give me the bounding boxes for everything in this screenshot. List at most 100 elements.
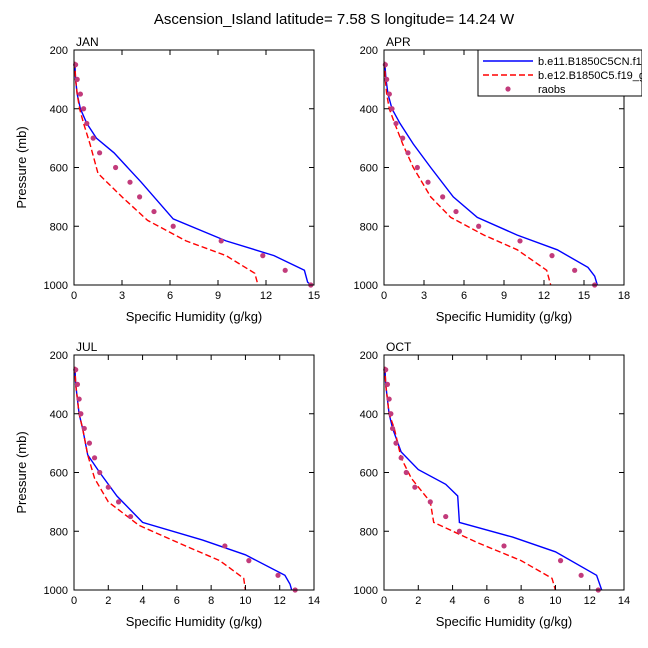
y-axis-label: Pressure (mb) [14, 431, 29, 513]
raobs-point [151, 208, 157, 215]
raobs-point [84, 120, 90, 127]
x-tick-label: 15 [578, 290, 590, 302]
raobs-point [557, 558, 564, 564]
raobs-point [113, 164, 119, 171]
raobs-point [127, 513, 134, 520]
y-axis-label: Pressure (mb) [14, 126, 29, 208]
y-tick-label: 600 [360, 468, 378, 480]
x-tick-label: 12 [538, 290, 550, 302]
raobs-point [456, 528, 463, 534]
raobs-point [78, 411, 84, 417]
x-tick-label: 14 [308, 595, 320, 607]
raobs-point [388, 411, 394, 417]
raobs-point [260, 253, 266, 259]
x-tick-label: 6 [167, 290, 173, 302]
y-tick-label: 800 [360, 221, 378, 233]
y-tick-label: 200 [50, 45, 68, 57]
raobs-point [398, 455, 404, 461]
y-tick-label: 600 [360, 163, 378, 175]
panel-label: OCT [386, 340, 412, 354]
x-tick-label: 6 [174, 595, 180, 607]
raobs-point [386, 396, 392, 402]
raobs-point [572, 267, 578, 273]
raobs-point [90, 135, 96, 141]
y-tick-label: 600 [50, 163, 68, 175]
raobs-point [74, 76, 80, 82]
x-tick-label: 3 [119, 290, 125, 302]
y-tick-label: 1000 [44, 280, 68, 292]
y-tick-label: 1000 [354, 280, 378, 292]
raobs-point [127, 179, 133, 185]
solid-series-line [74, 366, 293, 591]
panel-label: JAN [76, 35, 99, 49]
x-axis-label: Specific Humidity (g/kg) [126, 614, 263, 629]
legend-label: b.e11.B1850C5CN.f19 [538, 56, 648, 68]
legend-edge [642, 44, 648, 100]
y-tick-label: 1000 [354, 585, 378, 597]
solid-series-line [74, 61, 312, 286]
raobs-point [91, 455, 98, 461]
y-tick-label: 400 [50, 409, 68, 421]
y-tick-label: 200 [50, 350, 68, 362]
x-tick-label: 2 [415, 595, 421, 607]
x-tick-label: 4 [140, 595, 146, 607]
y-tick-label: 400 [360, 104, 378, 116]
raobs-point [170, 223, 176, 229]
raobs-point [405, 150, 411, 156]
raobs-point [393, 440, 399, 446]
plot-frame [73, 49, 315, 286]
solid-series-line [384, 366, 603, 591]
y-tick-label: 800 [50, 526, 68, 538]
x-axis-label: Specific Humidity (g/kg) [436, 309, 573, 324]
raobs-point [414, 164, 420, 171]
plot-frame [383, 354, 625, 591]
x-tick-label: 12 [274, 595, 286, 607]
raobs-point [97, 469, 103, 476]
x-tick-label: 2 [105, 595, 111, 607]
raobs-point [137, 194, 143, 200]
x-tick-label: 10 [239, 595, 251, 607]
x-tick-label: 4 [450, 595, 456, 607]
x-axis-label: Specific Humidity (g/kg) [436, 614, 573, 629]
raobs-point [453, 208, 459, 215]
legend-label: b.e12.B1850C5.f19_g [538, 70, 645, 82]
raobs-point [549, 253, 555, 259]
panel-label: JUL [76, 340, 98, 354]
y-tick-label: 800 [50, 221, 68, 233]
legend-box [477, 49, 643, 97]
raobs-point [403, 469, 409, 476]
raobs-point [443, 513, 449, 520]
raobs-point [275, 572, 281, 578]
raobs-point [476, 223, 482, 229]
panel-apr: 0 3 6 9 12 15 18 200 400 600 800 1000 APR Specific Hu… [354, 35, 631, 324]
raobs-point [501, 543, 507, 549]
panel-label: APR [386, 35, 411, 49]
legend-label: raobs [538, 84, 566, 96]
raobs-point [425, 179, 431, 185]
raobs-point [222, 543, 228, 549]
x-tick-label: 14 [618, 595, 630, 607]
x-tick-label: 0 [71, 290, 77, 302]
raobs-point [77, 91, 83, 97]
chart-panels: 0 3 6 9 12 15 200 400 600 800 1000 JAN Specific Humi… [14, 35, 630, 629]
x-tick-label: 12 [584, 595, 596, 607]
y-tick-label: 1000 [44, 585, 68, 597]
x-axis-label: Specific Humidity (g/kg) [126, 309, 263, 324]
x-tick-label: 8 [518, 595, 524, 607]
panel-jan: 0 3 6 9 12 15 200 400 600 800 1000 JAN Specific Humi… [14, 35, 320, 324]
figure-title: Ascension_Island latitude= 7.58 S longit… [154, 11, 515, 28]
y-tick-label: 800 [360, 526, 378, 538]
raobs-point [115, 499, 122, 505]
x-tick-label: 3 [421, 290, 427, 302]
x-tick-label: 15 [308, 290, 320, 302]
x-tick-label: 0 [381, 290, 387, 302]
x-tick-label: 9 [501, 290, 507, 302]
raobs-point [440, 194, 446, 200]
y-tick-label: 400 [50, 104, 68, 116]
raobs-point [412, 484, 418, 490]
x-tick-label: 8 [208, 595, 214, 607]
raobs-point [76, 396, 82, 402]
plot-frame [73, 354, 315, 591]
raobs-point [400, 135, 406, 141]
